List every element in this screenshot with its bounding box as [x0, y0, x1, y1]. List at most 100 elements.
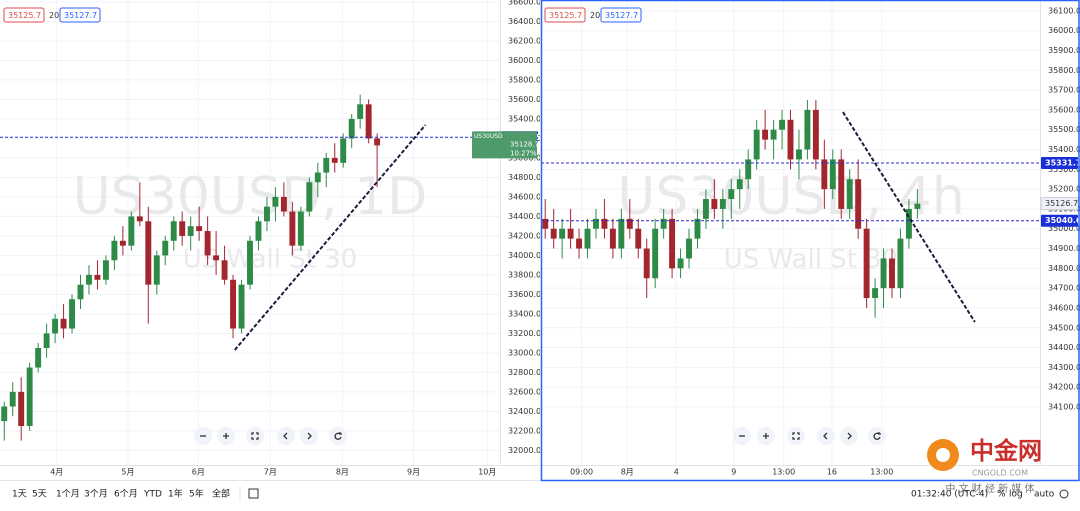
candle-body: [230, 279, 237, 329]
nav-button-bg: [329, 427, 347, 445]
y-tick-label: 34800.0: [508, 173, 541, 182]
candle-body: [187, 226, 194, 236]
range-button[interactable]: 1个月: [56, 489, 80, 500]
y-tick-label: 36400.0: [508, 17, 541, 26]
nav-button[interactable]: [329, 427, 347, 445]
candle-body: [77, 284, 84, 300]
y-tick-label: 35600.0: [1048, 105, 1080, 114]
nav-button[interactable]: [277, 427, 295, 445]
logo: 中金网 CNGOLD.COM 中 文 财 经 新 媒 体: [927, 437, 1042, 495]
candle-body: [652, 228, 659, 279]
logo-name: 中金网: [970, 437, 1042, 465]
candle-body: [238, 284, 245, 329]
y-tick-label: 33200.0: [508, 329, 541, 338]
candle-body: [643, 248, 650, 279]
nav-button[interactable]: [757, 427, 775, 445]
watermark: US30USD, 4h: [617, 167, 964, 227]
trend-line: [842, 111, 976, 323]
scale-option[interactable]: %: [997, 490, 1006, 500]
nav-button[interactable]: [217, 427, 235, 445]
nav-button[interactable]: [868, 427, 886, 445]
logo-site: CNGOLD.COM: [972, 469, 1028, 478]
y-tick-label: 34500.0: [1048, 323, 1080, 332]
y-tick-label: 34200.0: [508, 231, 541, 240]
nav-button[interactable]: [787, 427, 805, 445]
candle-body: [736, 179, 743, 190]
scale-option[interactable]: auto: [1034, 490, 1055, 500]
candle-body: [314, 172, 321, 183]
y-tick-label: 35800.0: [508, 75, 541, 84]
candle-body: [795, 149, 802, 160]
y-tick-label: 35000.0: [1048, 224, 1080, 233]
candle-body: [145, 221, 152, 285]
y-tick-label: 34200.0: [1048, 383, 1080, 392]
nav-button[interactable]: [194, 427, 212, 445]
candle-body: [111, 240, 118, 261]
nav-button[interactable]: [817, 427, 835, 445]
nav-button[interactable]: [840, 427, 858, 445]
candle-body: [694, 218, 701, 239]
candle-body: [18, 391, 25, 427]
price-tag-label: 35040.6: [1045, 216, 1080, 225]
candle-body: [660, 218, 667, 229]
settings-icon[interactable]: [1059, 489, 1069, 499]
watermark-sub: US Wall St 30: [183, 245, 358, 275]
last-price: 35128.7: [510, 140, 539, 148]
nav-button-bg: [840, 427, 858, 445]
range-button[interactable]: 3个月: [84, 489, 108, 500]
range-button[interactable]: 1年: [168, 488, 183, 500]
candle-body: [838, 159, 845, 209]
x-tick-label: 16: [827, 468, 837, 477]
x-tick-label: 8月: [621, 468, 634, 477]
nav-button[interactable]: [246, 427, 264, 445]
candle-body: [340, 138, 347, 163]
y-tick-label: 36000.0: [508, 56, 541, 65]
y-tick-label: 34300.0: [1048, 363, 1080, 372]
nav-button[interactable]: [733, 427, 751, 445]
nav-button-bg: [787, 427, 805, 445]
range-button[interactable]: 全部: [212, 488, 230, 500]
y-tick-label: 32400.0: [508, 407, 541, 416]
date-range-icon[interactable]: [248, 488, 259, 499]
nav-icon: [307, 432, 312, 440]
candle-body: [357, 104, 364, 119]
y-tick-label: 34100.0: [1048, 402, 1080, 411]
y-tick-label: 34600.0: [508, 192, 541, 201]
candle-body: [204, 231, 211, 256]
range-button[interactable]: 1天: [12, 490, 27, 500]
y-tick-label: 32200.0: [508, 426, 541, 435]
legend-badge: [600, 7, 642, 23]
watermark-sub: US Wall St 30: [724, 245, 899, 275]
price-tag-label: 35331.7: [1045, 159, 1080, 168]
range-button[interactable]: YTD: [143, 490, 162, 500]
candle-body: [914, 203, 921, 209]
scale-option[interactable]: log: [1009, 490, 1023, 500]
x-tick-label: 9: [731, 468, 736, 477]
candle-body: [213, 255, 220, 261]
range-button[interactable]: 5年: [189, 488, 204, 500]
y-tick-label: 32800.0: [508, 368, 541, 377]
candle-body: [905, 208, 912, 239]
nav-button[interactable]: [300, 427, 318, 445]
candle-body: [559, 228, 566, 239]
candles: [542, 100, 921, 318]
candle-body: [702, 199, 709, 219]
range-button[interactable]: 6个月: [114, 489, 138, 500]
candle-body: [365, 104, 372, 139]
nav-icon: [792, 432, 800, 440]
range-button[interactable]: 5天: [32, 490, 47, 500]
candle-body: [9, 391, 16, 407]
y-tick-label: 35500.0: [1048, 125, 1080, 134]
y-tick-label: 36000.0: [1048, 26, 1080, 35]
candle-body: [635, 228, 642, 249]
y-tick-label: 36200.0: [508, 36, 541, 45]
x-tick-label: 4月: [50, 468, 63, 477]
logo-mark-inner: [936, 448, 950, 462]
candle-body: [35, 348, 42, 368]
y-tick-label: 33600.0: [508, 290, 541, 299]
nav-button-bg: [246, 427, 264, 445]
x-tick-label: 5月: [121, 468, 134, 477]
y-tick-label: 33800.0: [508, 270, 541, 279]
nav-icon: [763, 433, 769, 439]
x-tick-label: 6月: [192, 468, 205, 477]
